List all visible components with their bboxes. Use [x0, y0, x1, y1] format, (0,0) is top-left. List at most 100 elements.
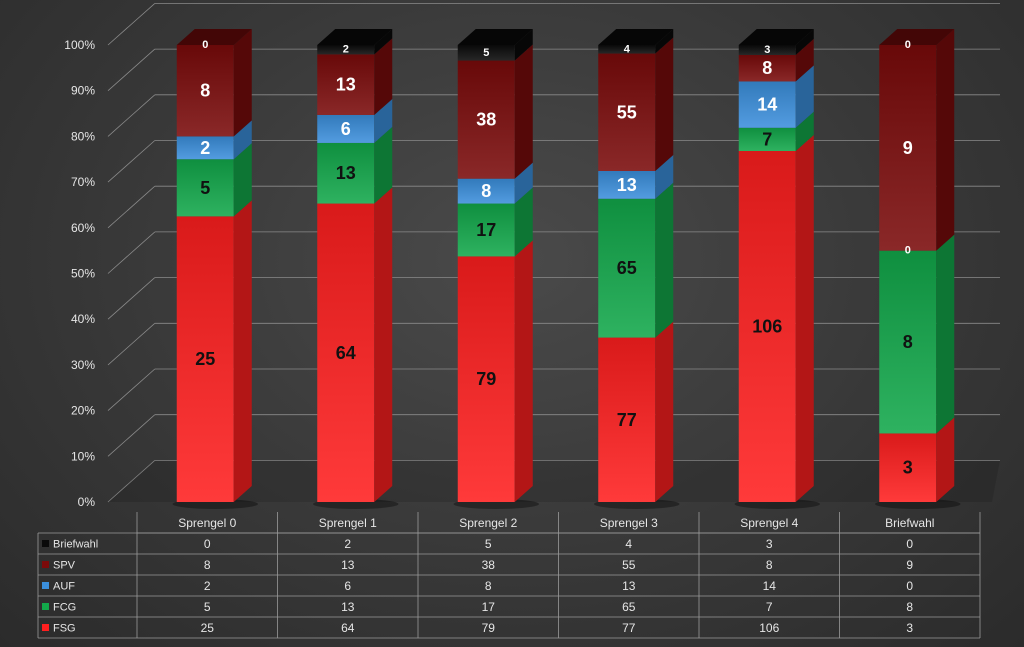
- gridlines: [107, 2, 1000, 503]
- legend-key-briefwahl: [42, 540, 49, 547]
- y-tick-label: 10%: [71, 449, 95, 463]
- table-cell: 8: [204, 558, 211, 572]
- gridline-side: [107, 414, 156, 457]
- bar-auf-0: [176, 136, 234, 160]
- legend-label-fsg: FSG: [53, 623, 76, 635]
- bar-side-briefwahl-2: [514, 29, 533, 61]
- table-cell: 14: [763, 579, 777, 593]
- bar-fsg-4: [738, 150, 796, 502]
- bar-fcg-5: [879, 250, 937, 434]
- bar-spv-4: [738, 54, 796, 82]
- bar-fcg-3: [598, 198, 656, 338]
- data-label-briefwahl-2: 5: [483, 47, 489, 59]
- table-cell: 2: [204, 579, 211, 593]
- legend-key-fcg: [42, 603, 49, 610]
- legend-label-spv: SPV: [53, 560, 76, 572]
- data-label-auf-5: 0: [905, 245, 911, 257]
- table-cell: 64: [341, 621, 355, 635]
- data-label-briefwahl-0: 0: [202, 39, 208, 51]
- bar-fsg-5: [879, 433, 937, 502]
- bar-side-fsg-1: [374, 187, 393, 502]
- bar-side-fcg-1: [374, 126, 393, 204]
- gridline-side: [107, 48, 156, 91]
- bar-fcg-1: [317, 142, 375, 204]
- bar-side-fcg-3: [655, 182, 674, 338]
- legend-key-fsg: [42, 624, 49, 631]
- table-cell: 8: [485, 579, 492, 593]
- bar-side-spv-0: [233, 29, 252, 137]
- bar-auf-2: [457, 178, 515, 204]
- y-tick-label: 100%: [64, 38, 95, 52]
- data-label-fsg-4: 106: [752, 316, 782, 336]
- y-tick-label: 50%: [71, 267, 95, 281]
- legend-label-auf: AUF: [53, 581, 75, 593]
- data-label-fcg-2: 17: [476, 220, 496, 240]
- data-label-auf-4: 14: [757, 95, 777, 115]
- bar-side-fcg-0: [233, 143, 252, 217]
- bars: 2552806413613279178385776513554106714833…: [172, 29, 961, 509]
- data-label-fsg-5: 3: [903, 458, 913, 478]
- table-cell: 17: [482, 600, 496, 614]
- category-label-1: Sprengel 1: [319, 516, 377, 530]
- data-label-fcg-5: 8: [903, 332, 913, 352]
- table-cell: 2: [344, 537, 351, 551]
- y-tick-label: 90%: [71, 84, 95, 98]
- table-cell: 38: [482, 558, 496, 572]
- category-label-4: Sprengel 4: [740, 516, 798, 530]
- bar-side-fsg-0: [233, 200, 252, 502]
- bar-spv-1: [317, 54, 375, 115]
- bar-spv-3: [598, 53, 656, 171]
- gridline-side: [107, 323, 156, 366]
- data-label-briefwahl-4: 3: [764, 44, 770, 56]
- table-cell: 3: [766, 537, 773, 551]
- data-label-fcg-4: 7: [762, 129, 772, 149]
- data-label-fcg-3: 65: [617, 258, 637, 278]
- bar-side-spv-2: [514, 44, 533, 179]
- data-label-fcg-0: 5: [200, 178, 210, 198]
- gridline-side: [107, 368, 156, 411]
- bar-side-auf-1: [374, 98, 393, 143]
- gridline-side: [107, 185, 156, 229]
- bar-spv-2: [457, 60, 515, 179]
- y-tick-label: 40%: [71, 312, 95, 326]
- table-cell: 5: [485, 537, 492, 551]
- data-label-fsg-2: 79: [476, 369, 496, 389]
- gridline-side: [107, 3, 156, 46]
- bar-top-4: [738, 29, 814, 45]
- y-tick-label: 20%: [71, 404, 95, 418]
- table-cell: 9: [906, 558, 913, 572]
- category-label-2: Sprengel 2: [459, 516, 517, 530]
- y-tick-label: 80%: [71, 129, 95, 143]
- bar-side-fsg-5: [936, 417, 955, 502]
- bar-fsg-0: [176, 216, 234, 502]
- legend-key-spv: [42, 561, 49, 568]
- gridline-side: [107, 460, 156, 503]
- data-label-spv-1: 13: [336, 75, 356, 95]
- table-cell: 0: [204, 537, 211, 551]
- table-cell: 79: [482, 621, 496, 635]
- bar-side-briefwahl-1: [374, 29, 393, 55]
- table-cell: 106: [759, 621, 779, 635]
- data-table: Sprengel 0 Sprengel 1 Sprengel 2 Sprengel 3…: [37, 512, 981, 639]
- category-label-5: Briefwahl: [885, 516, 934, 530]
- y-tick-label: 30%: [71, 358, 95, 372]
- table-cell: 8: [766, 558, 773, 572]
- bar-fcg-0: [176, 159, 234, 217]
- bar-top-5: [879, 29, 955, 45]
- bar-side-fsg-4: [795, 134, 814, 502]
- bar-side-auf-2: [514, 162, 533, 204]
- table-cell: 8: [906, 600, 913, 614]
- table-cell: 4: [625, 537, 632, 551]
- data-label-auf-3: 13: [617, 175, 637, 195]
- gridline-side: [107, 277, 156, 320]
- legend-label-fcg: FCG: [53, 602, 76, 614]
- bar-side-fcg-5: [936, 234, 955, 434]
- bar-briefwahl-3: [598, 45, 656, 54]
- bar-side-spv-1: [374, 38, 393, 115]
- bar-fcg-4: [738, 127, 796, 151]
- bar-side-fcg-2: [514, 187, 533, 257]
- data-label-spv-2: 38: [476, 110, 496, 130]
- y-tick-label: 60%: [71, 221, 95, 235]
- gridline-side: [107, 140, 156, 183]
